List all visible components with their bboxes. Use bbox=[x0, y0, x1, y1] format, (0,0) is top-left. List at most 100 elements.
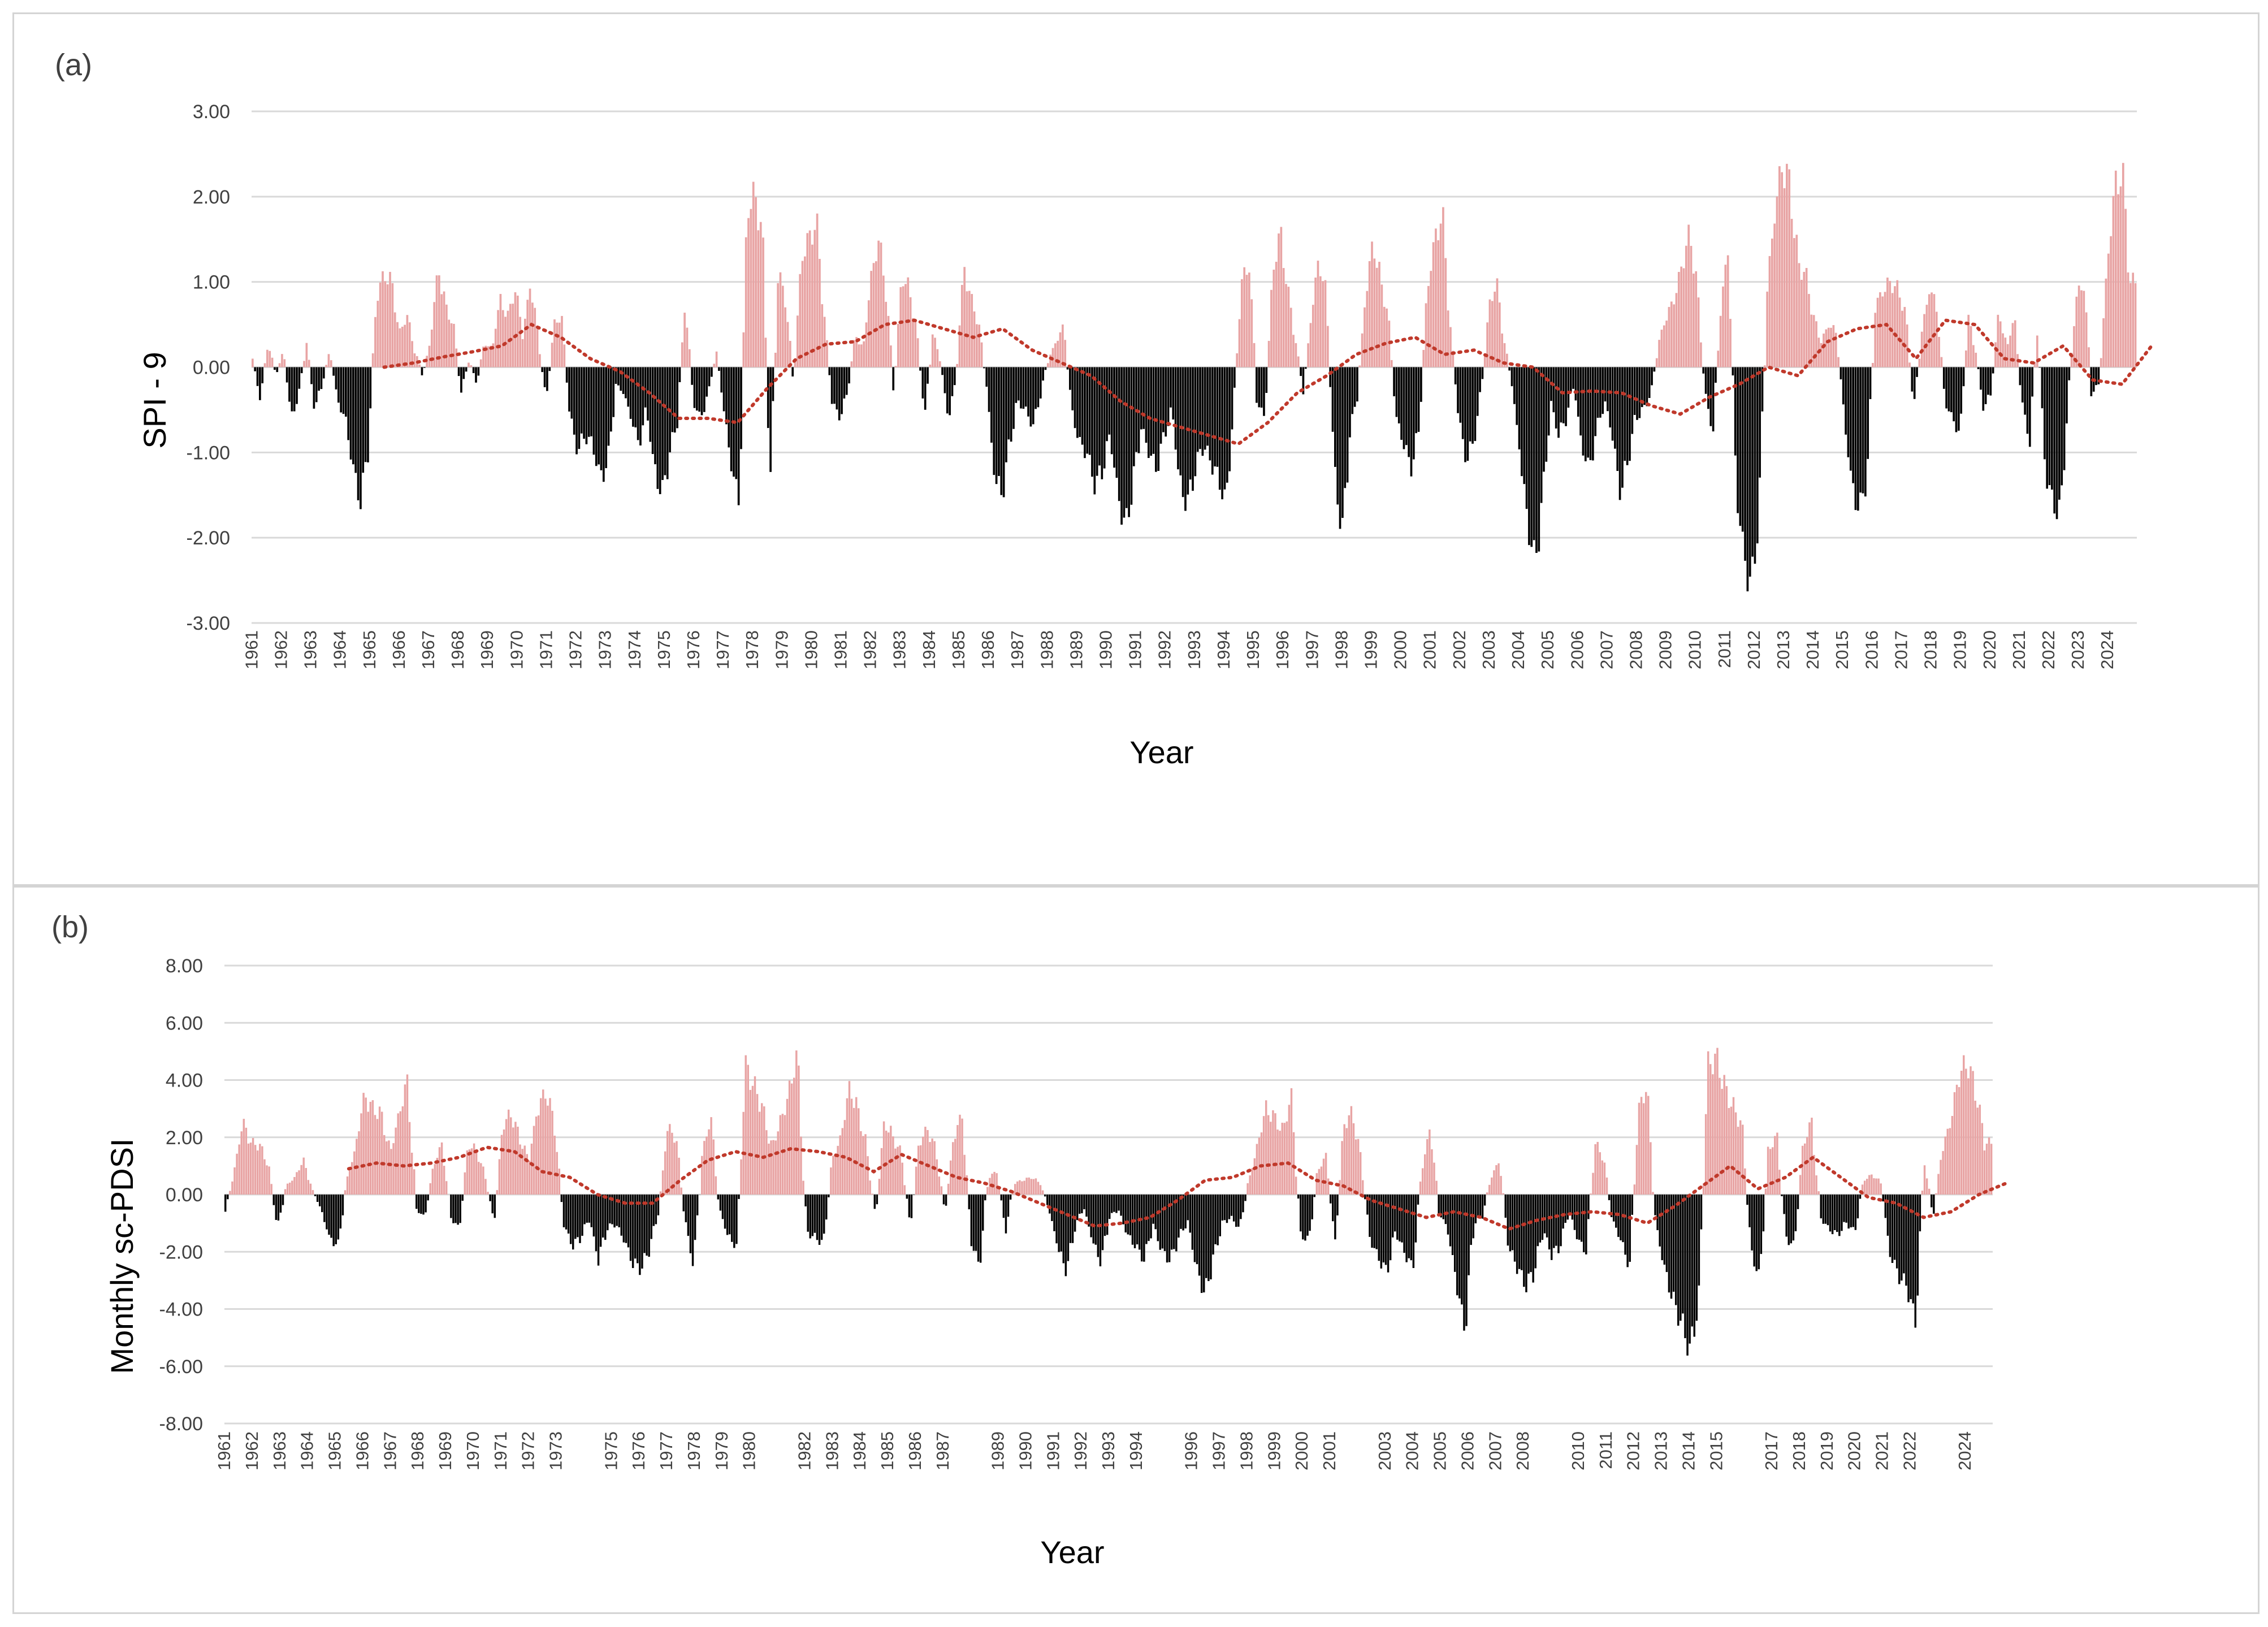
negative-bar bbox=[731, 1195, 733, 1242]
positive-bar bbox=[539, 1098, 542, 1195]
positive-bar bbox=[1685, 245, 1687, 367]
x-tick-label: 1997 bbox=[1209, 1431, 1229, 1470]
x-tick-label: 2003 bbox=[1479, 630, 1499, 669]
negative-bar bbox=[1989, 367, 1992, 396]
negative-bar bbox=[1076, 367, 1079, 438]
positive-bar bbox=[291, 1180, 293, 1195]
negative-bar bbox=[1479, 367, 1481, 392]
positive-bar bbox=[1723, 1075, 1725, 1195]
positive-bar bbox=[1940, 1159, 1942, 1195]
positive-bar bbox=[466, 1150, 469, 1195]
positive-bar bbox=[1486, 322, 1488, 367]
positive-bar bbox=[1059, 332, 1062, 367]
x-tick-label: 1967 bbox=[418, 630, 438, 669]
negative-bar bbox=[1523, 367, 1526, 484]
negative-bar bbox=[1074, 367, 1076, 429]
negative-bar bbox=[1369, 1195, 1371, 1237]
positive-bar bbox=[1292, 335, 1295, 367]
negative-bar bbox=[1611, 367, 1614, 441]
negative-bar bbox=[1029, 367, 1032, 427]
positive-bar bbox=[1422, 349, 1425, 367]
positive-bar bbox=[1801, 1145, 1804, 1195]
positive-bar bbox=[2083, 291, 2085, 367]
negative-bar bbox=[452, 1195, 455, 1223]
positive-bar bbox=[1309, 323, 1312, 367]
positive-bar bbox=[1425, 303, 1427, 367]
positive-bar bbox=[1249, 1175, 1251, 1195]
negative-bar bbox=[809, 1195, 811, 1239]
positive-bar bbox=[404, 324, 406, 367]
negative-bar bbox=[711, 367, 713, 377]
positive-bar bbox=[922, 1136, 924, 1195]
negative-bar bbox=[1258, 367, 1261, 408]
negative-bar bbox=[1397, 367, 1400, 423]
positive-bar bbox=[2132, 272, 2135, 367]
negative-bar bbox=[652, 1195, 655, 1226]
positive-bar bbox=[1810, 314, 1813, 367]
negative-bar bbox=[1140, 367, 1142, 430]
negative-bar bbox=[1579, 367, 1582, 436]
positive-bar bbox=[438, 275, 440, 367]
negative-bar bbox=[620, 367, 622, 391]
negative-bar bbox=[673, 367, 676, 433]
negative-bar bbox=[1170, 1195, 1173, 1250]
positive-bar bbox=[2129, 283, 2132, 367]
positive-bar bbox=[534, 308, 536, 367]
negative-bar bbox=[1086, 367, 1089, 454]
negative-bar bbox=[1064, 1195, 1067, 1276]
positive-bar bbox=[408, 322, 411, 367]
positive-bar bbox=[1037, 1182, 1040, 1195]
positive-bar bbox=[1873, 1178, 1875, 1195]
positive-bar bbox=[1781, 172, 1784, 367]
negative-bar bbox=[725, 367, 728, 425]
negative-bar bbox=[1746, 367, 1749, 592]
negative-bar bbox=[1707, 367, 1709, 409]
negative-bar bbox=[1962, 367, 1965, 387]
negative-bar bbox=[813, 1195, 816, 1233]
positive-bar bbox=[1503, 343, 1506, 367]
positive-bar bbox=[1830, 327, 1832, 367]
positive-bar bbox=[1496, 278, 1499, 367]
negative-bar bbox=[1336, 1195, 1339, 1215]
negative-bar bbox=[1553, 1195, 1555, 1248]
negative-bar bbox=[919, 367, 921, 371]
negative-bar bbox=[586, 1195, 588, 1223]
x-tick-label: 1982 bbox=[860, 630, 880, 669]
negative-bar bbox=[1210, 1195, 1212, 1280]
positive-bar bbox=[1764, 1188, 1767, 1195]
negative-bar bbox=[1852, 1195, 1855, 1227]
positive-bar bbox=[1285, 284, 1287, 367]
negative-bar bbox=[717, 1195, 720, 1200]
positive-bar bbox=[386, 284, 389, 367]
positive-bar bbox=[850, 361, 853, 367]
negative-bar bbox=[728, 367, 730, 448]
negative-bar bbox=[1260, 367, 1263, 408]
positive-bar bbox=[1744, 1168, 1746, 1195]
positive-bar bbox=[371, 1100, 374, 1195]
negative-bar bbox=[927, 367, 929, 384]
negative-bar bbox=[1551, 1195, 1553, 1260]
negative-bar bbox=[300, 367, 303, 374]
positive-bar bbox=[954, 1139, 956, 1195]
negative-bar bbox=[1958, 367, 1960, 431]
negative-bar bbox=[313, 367, 315, 409]
x-tick-label: 1978 bbox=[742, 630, 762, 669]
positive-bar bbox=[530, 1143, 533, 1195]
negative-bar bbox=[1106, 1195, 1109, 1235]
positive-bar bbox=[681, 342, 683, 367]
negative-bar bbox=[1953, 367, 1955, 422]
negative-bar bbox=[1230, 1195, 1233, 1216]
positive-bar bbox=[1449, 327, 1452, 367]
positive-bar bbox=[278, 363, 281, 367]
positive-bar bbox=[878, 1179, 881, 1195]
negative-bar bbox=[625, 367, 627, 399]
positive-bar bbox=[899, 287, 902, 367]
x-tick-label: 1979 bbox=[772, 630, 791, 669]
positive-bar bbox=[1320, 1166, 1323, 1195]
positive-bar bbox=[680, 1187, 682, 1195]
negative-bar bbox=[1516, 367, 1518, 425]
negative-bar bbox=[693, 367, 696, 408]
positive-bar bbox=[947, 1183, 950, 1195]
positive-bar bbox=[303, 361, 305, 367]
x-tick-label: 1964 bbox=[297, 1431, 317, 1470]
